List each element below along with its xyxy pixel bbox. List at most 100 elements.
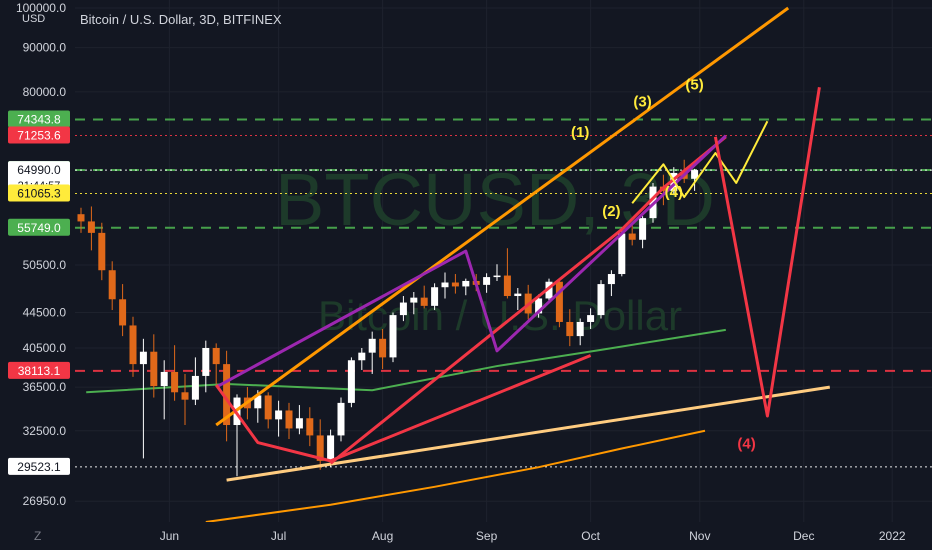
wave-label: (5) [685, 77, 703, 94]
price-label-text: 74343.8 [17, 113, 61, 127]
candle-body [368, 338, 376, 353]
currency-label: USD [22, 13, 45, 25]
y-tick-label: 50500.0 [23, 258, 67, 272]
price-label-text: 61065.3 [17, 187, 61, 201]
candle-body [410, 297, 418, 303]
candle-body [639, 218, 647, 240]
candle-body [108, 270, 116, 300]
wave-labels: (1) (2) (3) (4) (5) (4) [571, 77, 756, 453]
trendline [329, 135, 727, 465]
candle-body [264, 395, 272, 420]
moving-average-line [205, 429, 706, 523]
candle-body [191, 375, 199, 400]
x-tick-label: Nov [689, 529, 710, 543]
trendline [631, 120, 769, 204]
candle-body [129, 325, 137, 365]
price-labels: 74343.871253.665007.264990.021:44:576106… [8, 110, 70, 475]
candle-body [607, 274, 615, 285]
time-axis-background[interactable] [0, 522, 932, 550]
candle-body [160, 371, 168, 387]
candle-body [493, 275, 501, 278]
trendline [215, 6, 790, 427]
candle-body [337, 402, 345, 436]
price-label-tag [8, 126, 70, 144]
candle-body [254, 395, 262, 409]
candle-body [379, 338, 387, 358]
wave-label: (4) [737, 436, 755, 453]
x-tick-label: 2022 [879, 529, 906, 543]
price-label-text: 38113.1 [18, 364, 61, 378]
moving-averages [86, 328, 726, 523]
time-axis[interactable]: Jun Jul Aug Sep Oct Nov Dec 2022 [160, 529, 906, 543]
price-axis-background[interactable] [0, 0, 75, 522]
y-tick-label: 100000.0 [16, 1, 66, 15]
candle-body [119, 299, 127, 326]
candle-body [462, 280, 470, 287]
candle-body [587, 315, 595, 322]
trendline [214, 354, 592, 463]
price-label-text: 55749.0 [17, 221, 61, 235]
candle-body [316, 435, 324, 461]
price-label-tag [8, 457, 70, 475]
candle-body [597, 284, 605, 316]
candle-body [223, 364, 231, 426]
candle-body [171, 371, 179, 393]
price-label-tag [8, 184, 70, 202]
price-label-text: 64990.0 [17, 163, 61, 177]
candle-body [347, 360, 355, 403]
candle-body [618, 233, 626, 275]
candle-body [431, 287, 439, 306]
candle-body [535, 298, 543, 314]
candle-body [139, 351, 147, 365]
candle-body [212, 347, 220, 365]
settings-icon[interactable]: Z [34, 529, 41, 543]
candle-body [98, 232, 106, 271]
x-tick-label: Aug [372, 529, 393, 543]
candle-body [295, 418, 303, 429]
projection-path [713, 87, 821, 418]
price-label-text: 71253.6 [17, 128, 61, 142]
x-tick-label: Sep [476, 529, 498, 543]
candle-body [275, 410, 283, 420]
candle-body [691, 170, 699, 179]
candle-body [285, 410, 293, 429]
grid-lines [75, 0, 932, 522]
chart-title: Bitcoin / U.S. Dollar, 3D, BITFINEX [80, 12, 282, 27]
candle-body [441, 282, 449, 288]
candle-body [576, 321, 584, 337]
x-tick-label: Dec [793, 529, 814, 543]
x-tick-label: Jul [271, 529, 286, 543]
candle-body [545, 281, 553, 299]
y-tick-label: 80000.0 [23, 85, 67, 99]
candle-body [503, 275, 511, 297]
y-tick-label: 32500.0 [23, 424, 67, 438]
candle-body [451, 282, 459, 287]
trendlines [214, 6, 831, 482]
candle-body [87, 221, 95, 233]
trendline [215, 134, 727, 389]
price-label-tag [8, 218, 70, 236]
price-axis[interactable]: 100000.0 90000.0 80000.0 50500.0 44500.0 4050… [16, 1, 66, 508]
candle-body [514, 293, 522, 297]
x-tick-label: Oct [581, 529, 600, 543]
x-tick-label: Jun [160, 529, 179, 543]
wave-label: (1) [571, 124, 589, 141]
candle-body [202, 347, 210, 376]
candle-body [555, 281, 563, 322]
y-tick-label: 40500.0 [23, 341, 67, 355]
candle-body [566, 321, 574, 337]
candle-body [483, 277, 491, 285]
candle-body [628, 233, 636, 240]
candle-body [389, 315, 397, 358]
candles [77, 159, 699, 477]
y-tick-label: 44500.0 [23, 306, 67, 320]
price-label-tag [8, 110, 70, 128]
wave-label: (2) [602, 203, 620, 220]
trendline [226, 385, 831, 482]
candle-body [420, 297, 428, 306]
candle-body [150, 351, 158, 387]
wave-label: (4) [665, 184, 683, 201]
wave-label: (3) [633, 93, 651, 110]
